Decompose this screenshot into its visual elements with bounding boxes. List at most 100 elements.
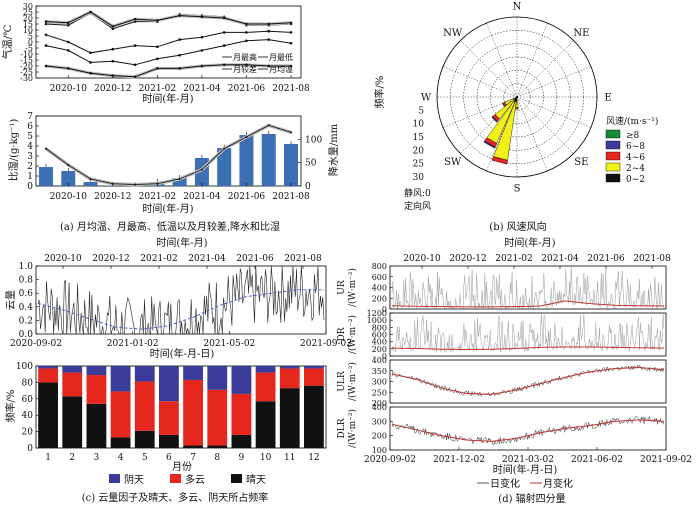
precip-point [289, 131, 293, 134]
frequency-xtick-label: 12 [308, 453, 319, 463]
radiation-monthly-line [391, 367, 665, 395]
caption-b: (b) 风速风向 [489, 220, 546, 233]
legend-swatch-overcast [109, 474, 120, 483]
cloud-ylabel: 云量 [5, 290, 17, 310]
cloud-top-xtick-label: 2021-02 [140, 254, 177, 264]
temperature-point [133, 63, 137, 67]
cloud-top-xticks: 2020-10 2020-12 2021-02 2021-04 2021-06 2021-… [44, 254, 322, 269]
windrose-spoke [516, 40, 574, 98]
temperature-point [89, 61, 92, 64]
temperature-point [200, 64, 204, 68]
temperature-ytick-label: 10 [23, 26, 33, 35]
windrose-spoke [486, 96, 518, 171]
temperature-point [178, 67, 181, 70]
windrose-radial-label: 5 [418, 106, 424, 116]
radiation-ytick-label: 250 [372, 388, 387, 397]
radiation-bottom-xticks: 2020-09-02 2021-12-02 2021-03-02 2021-06-02… [364, 447, 692, 465]
caption-a: (a) 月均温、月最高、低温以及月较差,降水和比湿 [60, 220, 280, 233]
legend-min: 月最低 [269, 52, 293, 62]
humidity-bar [217, 148, 232, 186]
frequency-bar-segment [279, 388, 300, 448]
windrose-direction-label: SW [444, 157, 462, 168]
temperature-point [111, 25, 115, 28]
frequency-bar-segment [231, 434, 252, 448]
frequency-ytick-label: 80 [22, 378, 34, 388]
humidity-xtick-label: 2021-04 [183, 192, 221, 202]
temperature-point [44, 22, 48, 26]
humidity-frame [35, 115, 302, 187]
legend-daily: 日变化 [490, 477, 520, 490]
temperature-point [111, 59, 115, 63]
radiation-ytick-label: 200 [372, 345, 387, 354]
radiation-frame [389, 406, 667, 451]
humidity-bar [61, 171, 76, 186]
windrose-spoke [443, 96, 518, 128]
radiation-top-xtick-label: 2020-12 [449, 254, 486, 264]
legend-swatch-sunny [231, 474, 242, 483]
temperature-point [89, 10, 92, 14]
temperature-ytick-label: 5 [28, 32, 33, 41]
radiation-ylabel: DR [337, 327, 347, 341]
frequency-xtick-label: 11 [284, 453, 295, 463]
frequency-ytick-label: 40 [22, 411, 34, 421]
cloud-ytick-label: 0.2 [19, 316, 33, 326]
humidity-xtick-label: 2020-12 [94, 192, 131, 202]
cloud-yticks: 0.0 0.2 0.4 0.6 0.8 1.0 [19, 262, 39, 340]
radiation-bottom-xtick-label: 2020-09-02 [364, 455, 416, 465]
wind-legend-label: 0~2 [626, 175, 645, 185]
temperature-point [133, 44, 137, 47]
temperature-point [44, 44, 48, 47]
radiation-ylabel: UR [337, 280, 347, 295]
radiation-ylabel: ULR [337, 371, 347, 392]
windrose-spoke [516, 66, 591, 98]
temperature-point [200, 35, 204, 39]
wind-legend-title: 风速/(m·s⁻¹) [606, 116, 658, 127]
windrose-petal-segment [483, 140, 496, 149]
temperature-xtick-label: 2021-04 [183, 84, 221, 94]
cloud-frame [35, 265, 327, 335]
temperature-ytick-label: -10 [20, 50, 33, 59]
frequency-bar-segment [183, 445, 203, 448]
radiation-ytick-label: 400 [372, 356, 387, 365]
cloud-mid-xlabel: 时间(年-月-日) [150, 347, 215, 360]
humidity-xlabel: 时间(年-月) [142, 202, 193, 215]
temperature-xtick-label: 2020-10 [50, 84, 88, 94]
frequency-legend: 阴天 多云 晴天 [109, 473, 266, 486]
windrose-spoke [486, 23, 518, 98]
temperature-ytick-label: -5 [25, 44, 33, 53]
cloud-bottom-xtick-label: 2020-09-02 [10, 339, 62, 349]
radiation-daily-line [391, 312, 665, 353]
cloud-ytick-label: 0.8 [19, 276, 34, 286]
temperature-point [222, 16, 226, 20]
legend-sunny: 晴天 [246, 473, 266, 486]
temperature-lines [44, 10, 293, 79]
temperature-series-line [45, 39, 292, 66]
windrose-radial-label: 15 [413, 133, 425, 143]
wind-legend-label: ≥8 [626, 131, 640, 141]
humidity-bar [39, 167, 53, 186]
frequency-frame [35, 365, 327, 449]
radiation-bottom-xtick-label: 2021-06-02 [571, 455, 623, 465]
frequency-xtick-label: 4 [118, 453, 124, 463]
frequency-bar-segment [183, 366, 203, 380]
cloud-top-xtick-label: 2021-04 [188, 254, 226, 264]
radiation-panels: 0200400600800UR/(W·m⁻²)02004006008001000… [337, 262, 667, 455]
frequency-bars [38, 366, 324, 448]
frequency-ytick-label: 20 [22, 428, 34, 438]
radiation-ylabel-unit: /(W·m⁻²) [347, 409, 358, 448]
windrose-direction-label: NW [443, 28, 463, 39]
frequency-bar-segment [183, 379, 203, 446]
radiation-ytick-label: 400 [372, 403, 387, 412]
temperature-ytick-label: -15 [20, 56, 33, 65]
temperature-point [178, 53, 181, 57]
frequency-xtick-label: 3 [94, 453, 100, 463]
cloud-top-xtick-label: 2020-12 [92, 254, 129, 264]
frequency-ylabel: 频率/% [4, 390, 17, 423]
temperature-point [245, 31, 248, 34]
windrose-ring [463, 43, 571, 151]
